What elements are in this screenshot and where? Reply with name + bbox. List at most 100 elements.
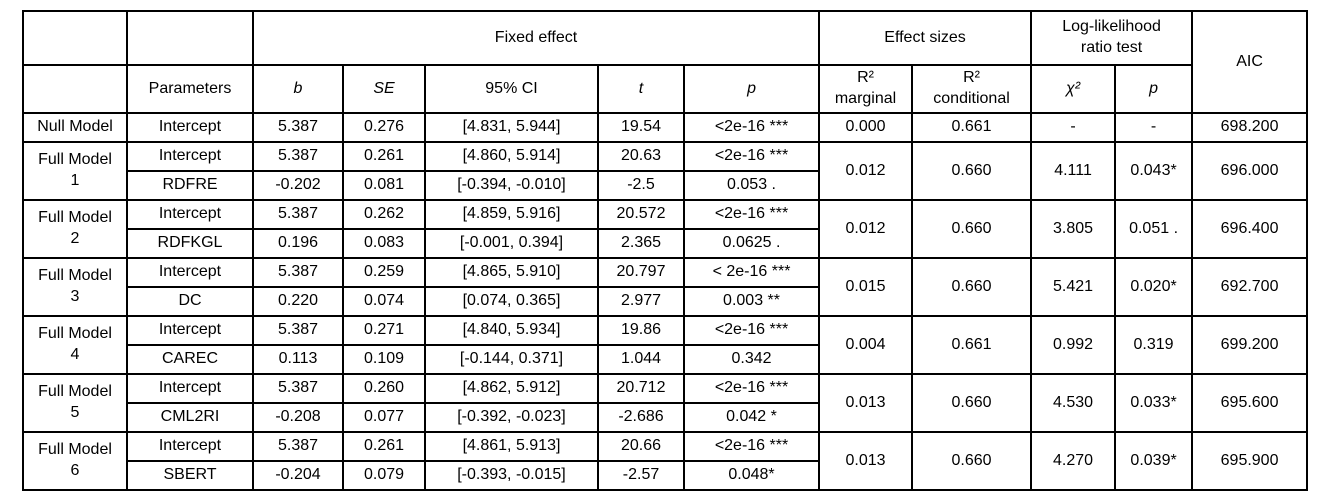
cell-b: -0.204 bbox=[252, 460, 344, 491]
model-label: Null Model bbox=[22, 112, 128, 143]
cell-t: -2.686 bbox=[597, 402, 685, 433]
cell-p: <2e-16 *** bbox=[682, 431, 821, 462]
model-label: Full Model 5 bbox=[22, 373, 128, 433]
param-name: Intercept bbox=[126, 199, 254, 230]
cell-ci: [4.860, 5.914] bbox=[424, 141, 599, 172]
cell-t: 20.797 bbox=[597, 257, 685, 288]
cell-ci: [-0.001, 0.394] bbox=[424, 228, 599, 259]
cell-p: <2e-16 *** bbox=[682, 373, 821, 404]
cell-t: 20.572 bbox=[597, 199, 685, 230]
cell-t: 20.712 bbox=[597, 373, 685, 404]
cell-r2-conditional: 0.660 bbox=[911, 257, 1033, 317]
cell-aic: 695.900 bbox=[1191, 431, 1309, 491]
param-name: RDFKGL bbox=[126, 228, 254, 259]
cell-se: 0.074 bbox=[342, 286, 426, 317]
cell-p-lrt: 0.033* bbox=[1114, 373, 1194, 433]
header-se: SE bbox=[342, 64, 426, 114]
cell-r2-marginal: 0.013 bbox=[818, 431, 914, 491]
cell-se: 0.109 bbox=[342, 344, 426, 375]
cell-ci: [-0.393, -0.015] bbox=[424, 460, 599, 491]
cell-aic: 692.700 bbox=[1191, 257, 1309, 317]
param-name: RDFRE bbox=[126, 170, 254, 201]
cell-p-lrt: 0.039* bbox=[1114, 431, 1194, 491]
cell-r2-marginal: 0.000 bbox=[818, 112, 914, 143]
header-r2-conditional: R² conditional bbox=[911, 64, 1033, 114]
table-row: CML2RI -0.208 0.077 [-0.392, -0.023] -2.… bbox=[23, 402, 1307, 433]
cell-p: 0.048* bbox=[682, 460, 821, 491]
model-label: Full Model 6 bbox=[22, 431, 128, 491]
cell-t: -2.57 bbox=[597, 460, 685, 491]
cell-chi-squared: 4.530 bbox=[1030, 373, 1117, 433]
param-name: Intercept bbox=[126, 112, 254, 143]
header-aic: AIC bbox=[1191, 10, 1309, 114]
cell-aic: 698.200 bbox=[1191, 112, 1309, 143]
table-row: CAREC 0.113 0.109 [-0.144, 0.371] 1.044 … bbox=[23, 344, 1307, 375]
cell-se: 0.083 bbox=[342, 228, 426, 259]
cell-chi-squared: 3.805 bbox=[1030, 199, 1117, 259]
cell-ci: [-0.144, 0.371] bbox=[424, 344, 599, 375]
corner-cell-top-2 bbox=[126, 10, 254, 66]
cell-p-lrt: 0.043* bbox=[1114, 141, 1194, 201]
table-row: Full Model 6 Intercept 5.387 0.261 [4.86… bbox=[22, 431, 1309, 491]
cell-r2-conditional: 0.660 bbox=[911, 431, 1033, 491]
header-p-lrt: p bbox=[1114, 64, 1194, 114]
cell-p: <2e-16 *** bbox=[682, 315, 821, 346]
cell-p: <2e-16 *** bbox=[682, 141, 821, 172]
cell-aic: 696.400 bbox=[1191, 199, 1309, 259]
cell-b: 0.113 bbox=[252, 344, 344, 375]
header-parameters: Parameters bbox=[126, 64, 254, 114]
cell-chi-squared: 4.111 bbox=[1030, 141, 1117, 201]
cell-p: 0.003 ** bbox=[682, 286, 821, 317]
table-row: Full Model 1 Intercept 5.387 0.261 [4.86… bbox=[22, 141, 1309, 201]
table-row: Full Model 2 Intercept 5.387 0.262 [4.85… bbox=[22, 199, 1309, 259]
param-name: DC bbox=[126, 286, 254, 317]
table-row: Null Model Intercept 5.387 0.276 [4.831,… bbox=[22, 112, 1309, 143]
cell-p: <2e-16 *** bbox=[682, 199, 821, 230]
cell-t: 20.63 bbox=[597, 141, 685, 172]
cell-ci: [4.861, 5.913] bbox=[424, 431, 599, 462]
cell-ci: [4.865, 5.910] bbox=[424, 257, 599, 288]
cell-t: 20.66 bbox=[597, 431, 685, 462]
cell-p-lrt: 0.020* bbox=[1114, 257, 1194, 317]
cell-aic: 695.600 bbox=[1191, 373, 1309, 433]
cell-b: 0.220 bbox=[252, 286, 344, 317]
param-name: Intercept bbox=[126, 315, 254, 346]
cell-b: 0.196 bbox=[252, 228, 344, 259]
header-column-row: Parameters b SE 95% CI t p R² marginal R… bbox=[22, 64, 1307, 114]
cell-p: <2e-16 *** bbox=[682, 112, 821, 143]
cell-p-lrt: - bbox=[1114, 112, 1194, 143]
param-name: Intercept bbox=[126, 431, 254, 462]
cell-r2-conditional: 0.661 bbox=[911, 315, 1033, 375]
cell-se: 0.260 bbox=[342, 373, 426, 404]
cell-r2-conditional: 0.660 bbox=[911, 141, 1033, 201]
param-name: CAREC bbox=[126, 344, 254, 375]
cell-b: 5.387 bbox=[252, 315, 344, 346]
cell-ci: [4.862, 5.912] bbox=[424, 373, 599, 404]
header-group-row: Fixed effect Effect sizes Log-likelihood… bbox=[22, 10, 1309, 114]
header-t: t bbox=[597, 64, 685, 114]
param-name: CML2RI bbox=[126, 402, 254, 433]
cell-chi-squared: 5.421 bbox=[1030, 257, 1117, 317]
cell-p: 0.0625 . bbox=[682, 228, 821, 259]
cell-r2-conditional: 0.660 bbox=[911, 199, 1033, 259]
cell-b: 5.387 bbox=[252, 141, 344, 172]
cell-p-lrt: 0.319 bbox=[1114, 315, 1194, 375]
model-label: Full Model 2 bbox=[22, 199, 128, 259]
table-row: Full Model 5 Intercept 5.387 0.260 [4.86… bbox=[22, 373, 1309, 433]
cell-b: -0.202 bbox=[252, 170, 344, 201]
table-row: RDFRE -0.202 0.081 [-0.394, -0.010] -2.5… bbox=[23, 170, 1307, 201]
param-name: Intercept bbox=[126, 141, 254, 172]
cell-se: 0.081 bbox=[342, 170, 426, 201]
model-label: Full Model 3 bbox=[22, 257, 128, 317]
cell-b: 5.387 bbox=[252, 199, 344, 230]
cell-se: 0.276 bbox=[342, 112, 426, 143]
cell-p: 0.342 bbox=[682, 344, 821, 375]
cell-r2-marginal: 0.012 bbox=[818, 141, 914, 201]
cell-se: 0.262 bbox=[342, 199, 426, 230]
header-log-likelihood-ratio-test: Log-likelihood ratio test bbox=[1030, 10, 1194, 66]
cell-ci: [-0.392, -0.023] bbox=[424, 402, 599, 433]
table-row: Full Model 4 Intercept 5.387 0.271 [4.84… bbox=[22, 315, 1309, 375]
cell-b: 5.387 bbox=[252, 373, 344, 404]
cell-t: -2.5 bbox=[597, 170, 685, 201]
model-comparison-table: Fixed effect Effect sizes Log-likelihood… bbox=[22, 10, 1309, 491]
